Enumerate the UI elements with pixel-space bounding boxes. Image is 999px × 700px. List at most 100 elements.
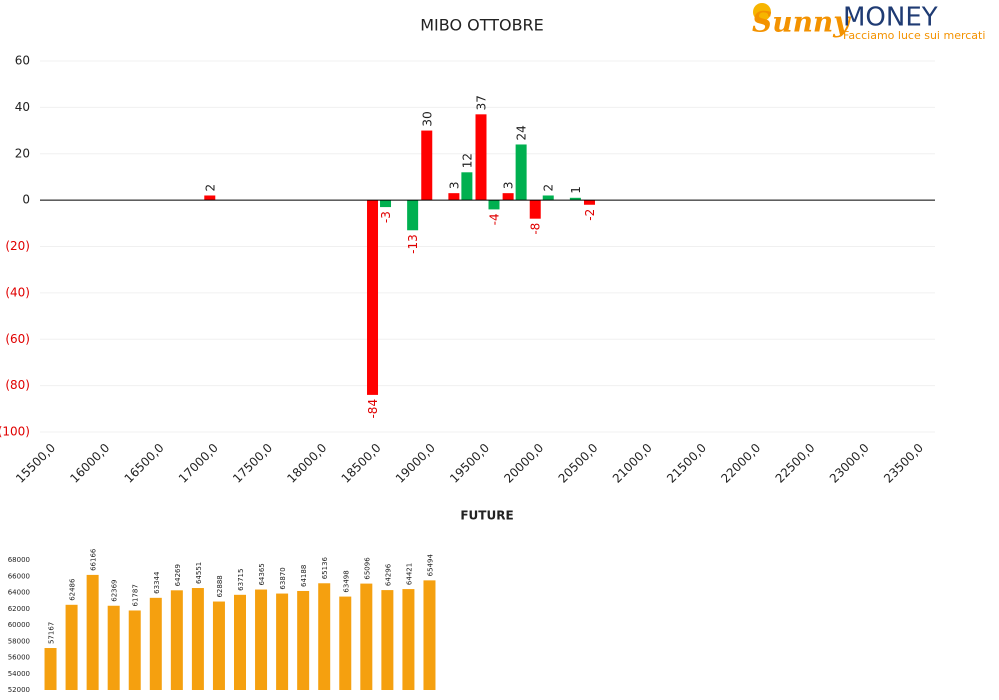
bar	[107, 605, 120, 690]
chart-title: MIBO OTTOBRE	[420, 16, 544, 35]
logo-sun	[753, 3, 771, 21]
data-label: 64269	[174, 564, 182, 586]
logo-tagline: Facciamo luce sui mercati	[843, 29, 985, 42]
data-label: 63870	[279, 567, 287, 589]
bar	[448, 193, 460, 201]
y-tick-label: (40)	[5, 285, 30, 299]
bar	[149, 597, 162, 690]
bar	[255, 589, 268, 690]
bar	[515, 144, 527, 201]
bar	[204, 195, 216, 201]
x-tick-label: 22500,0	[773, 441, 818, 486]
data-label: -2	[583, 209, 597, 221]
bar	[569, 197, 581, 201]
data-label: -8	[529, 223, 543, 235]
y-tick-label: (100)	[0, 425, 30, 439]
data-label: -84	[366, 399, 380, 419]
y-tick-label: 68000	[8, 556, 30, 564]
bar	[583, 200, 595, 205]
bar	[360, 583, 373, 690]
data-label: 61787	[132, 584, 140, 606]
bar	[212, 601, 225, 690]
data-label: -13	[406, 234, 420, 254]
data-label: -4	[488, 213, 502, 225]
data-label: 64365	[258, 563, 266, 585]
y-tick-label: (20)	[5, 239, 30, 253]
y-tick-label: (80)	[5, 378, 30, 392]
x-tick-label: 15500,0	[13, 441, 58, 486]
bar	[502, 193, 514, 201]
data-label: 2	[203, 184, 217, 192]
bar	[339, 596, 352, 690]
data-label: 65494	[426, 554, 434, 577]
data-label: 3	[447, 182, 461, 190]
bar	[542, 195, 554, 201]
y-tick-label: 56000	[8, 654, 30, 662]
bar	[380, 200, 392, 208]
bar	[475, 114, 487, 201]
bar	[488, 200, 500, 210]
x-tick-label: 18500,0	[339, 441, 384, 486]
chart-title: FUTURE	[460, 509, 513, 523]
bar	[65, 604, 78, 690]
x-tick-label: 18000,0	[284, 441, 329, 486]
y-tick-label: (60)	[5, 332, 30, 346]
bar	[276, 593, 289, 690]
bar	[234, 594, 246, 690]
y-tick-label: 60000	[8, 621, 30, 629]
data-label: 63715	[237, 569, 245, 591]
data-label: 62888	[216, 575, 224, 597]
bar	[297, 590, 310, 690]
x-tick-label: 16000,0	[67, 441, 112, 486]
data-label: 64421	[405, 563, 413, 585]
y-tick-label: 0	[22, 193, 30, 207]
data-label: 64296	[384, 563, 392, 586]
x-tick-label: 20500,0	[556, 441, 601, 486]
y-tick-label: 58000	[8, 637, 30, 645]
data-label: 2	[542, 184, 556, 192]
bar	[191, 588, 204, 690]
logo-name: Sunny	[752, 6, 851, 39]
data-label: 63498	[342, 570, 350, 592]
y-tick-label: 40	[15, 100, 30, 114]
x-tick-label: 17000,0	[176, 441, 221, 486]
x-tick-label: 17500,0	[230, 441, 275, 486]
data-label: 64188	[300, 565, 308, 587]
data-label: 12	[460, 153, 474, 168]
x-tick-label: 22000,0	[718, 441, 763, 486]
x-tick-label: 19000,0	[393, 441, 438, 486]
data-label: 64551	[195, 562, 203, 584]
data-label: -3	[379, 211, 393, 223]
data-label: 62486	[69, 578, 77, 601]
bar	[44, 648, 57, 690]
y-tick-label: 66000	[8, 572, 30, 580]
data-label: 65136	[321, 556, 329, 579]
x-tick-label: 23000,0	[827, 441, 872, 486]
y-tick-label: 60	[15, 54, 30, 68]
x-tick-label: 19500,0	[447, 441, 492, 486]
logo: Sunny MONEY Facciamo luce sui mercati	[752, 3, 985, 43]
logo-name: MONEY	[843, 3, 938, 33]
bar	[170, 590, 183, 690]
data-label: 66166	[90, 548, 98, 571]
bar	[407, 200, 419, 231]
data-label: 37	[475, 95, 489, 110]
data-label: 30	[420, 111, 434, 126]
bar	[461, 172, 473, 201]
data-label: 63344	[153, 571, 161, 594]
y-tick-label: 64000	[8, 589, 30, 597]
x-tick-label: 21500,0	[664, 441, 709, 486]
bar	[381, 590, 394, 690]
bar	[86, 574, 99, 690]
data-label: 3	[502, 182, 516, 190]
y-tick-label: 20	[15, 146, 30, 160]
x-tick-label: 16500,0	[122, 441, 167, 486]
data-label: 24	[515, 125, 529, 140]
bar	[402, 589, 415, 690]
data-label: 65096	[363, 557, 371, 580]
data-label: 57167	[48, 622, 56, 644]
bar	[367, 200, 379, 395]
data-label: 1	[569, 186, 583, 194]
